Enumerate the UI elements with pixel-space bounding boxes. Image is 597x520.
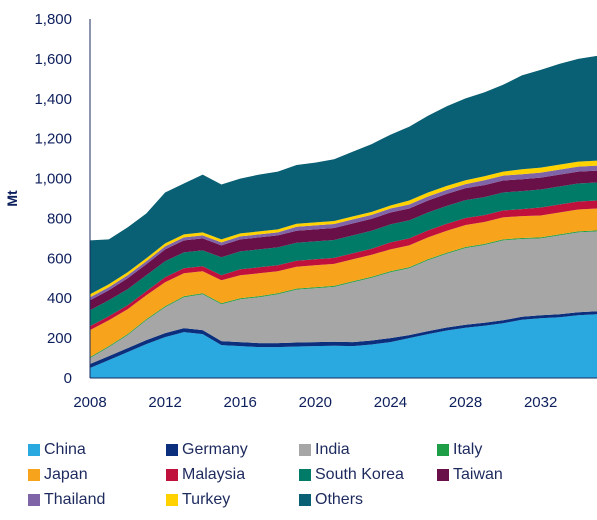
legend-label: Taiwan [453, 465, 503, 483]
y-tick-label: 1,200 [34, 131, 72, 148]
x-tick-label: 2032 [524, 394, 557, 411]
legend-swatch [28, 493, 40, 506]
legend-label: Turkey [182, 490, 231, 508]
legend: China Germany India Italy Japan Malaysia South… [28, 438, 588, 511]
legend-item-japan: Japan [28, 463, 166, 486]
y-tick-label: 1,000 [34, 171, 72, 188]
area-taiwan [90, 170, 597, 311]
x-tick-label: 2016 [224, 394, 257, 411]
x-tick-label: 2024 [374, 394, 407, 411]
legend-item-germany: Germany [166, 438, 299, 461]
x-axis: 2008 2012 2016 2020 2024 2028 2032 [73, 377, 597, 411]
legend-item-south-korea: South Korea [299, 463, 437, 486]
area-china [90, 314, 597, 378]
y-tick-label: 400 [47, 290, 72, 307]
x-tick-label: 2008 [73, 394, 106, 411]
legend-swatch [166, 468, 178, 481]
legend-label: Italy [453, 440, 483, 458]
y-axis-title: Mt [4, 190, 20, 207]
legend-label: China [44, 440, 86, 458]
area-india [90, 231, 597, 364]
y-tick-label: 1,600 [34, 51, 72, 68]
legend-item-turkey: Turkey [166, 488, 299, 511]
legend-item-india: India [299, 438, 437, 461]
area-germany [90, 311, 597, 368]
y-tick-label: 800 [47, 210, 72, 227]
chart: 0 200 400 600 800 1,000 1,200 1,400 1,600 1,800 2… [4, 11, 597, 411]
area-japan [90, 208, 597, 358]
x-tick-label: 2028 [449, 394, 482, 411]
legend-label: Japan [44, 465, 88, 483]
area-south-korea [90, 182, 597, 327]
legend-item-taiwan: Taiwan [437, 463, 567, 486]
legend-swatch [299, 443, 311, 456]
legend-swatch [166, 443, 178, 456]
y-tick-label: 1,800 [34, 11, 72, 28]
legend-item-italy: Italy [437, 438, 567, 461]
legend-swatch [166, 493, 178, 506]
area-layers [90, 55, 597, 378]
legend-swatch [299, 468, 311, 481]
y-tick-label: 0 [64, 370, 72, 387]
area-others [90, 55, 597, 295]
legend-item-malaysia: Malaysia [166, 463, 299, 486]
y-tick-label: 600 [47, 250, 72, 267]
legend-item-thailand: Thailand [28, 488, 166, 511]
area-malaysia [90, 200, 597, 331]
legend-swatch [437, 468, 449, 481]
y-tick-label: 1,400 [34, 91, 72, 108]
y-axis: 0 200 400 600 800 1,000 1,200 1,400 1,600 1,800 [34, 11, 91, 387]
legend-swatch [299, 493, 311, 506]
legend-label: India [315, 440, 350, 458]
legend-label: South Korea [315, 465, 404, 483]
x-tick-label: 2020 [299, 394, 332, 411]
legend-item-others: Others [299, 488, 437, 511]
legend-swatch [28, 443, 40, 456]
legend-label: Others [315, 490, 364, 508]
legend-swatch [437, 443, 449, 456]
x-tick-label: 2012 [148, 394, 181, 411]
legend-item-china: China [28, 438, 166, 461]
legend-label: Thailand [44, 490, 106, 508]
legend-swatch [28, 468, 40, 481]
legend-label: Malaysia [182, 465, 246, 483]
legend-label: Germany [182, 440, 248, 458]
y-tick-label: 200 [47, 330, 72, 347]
